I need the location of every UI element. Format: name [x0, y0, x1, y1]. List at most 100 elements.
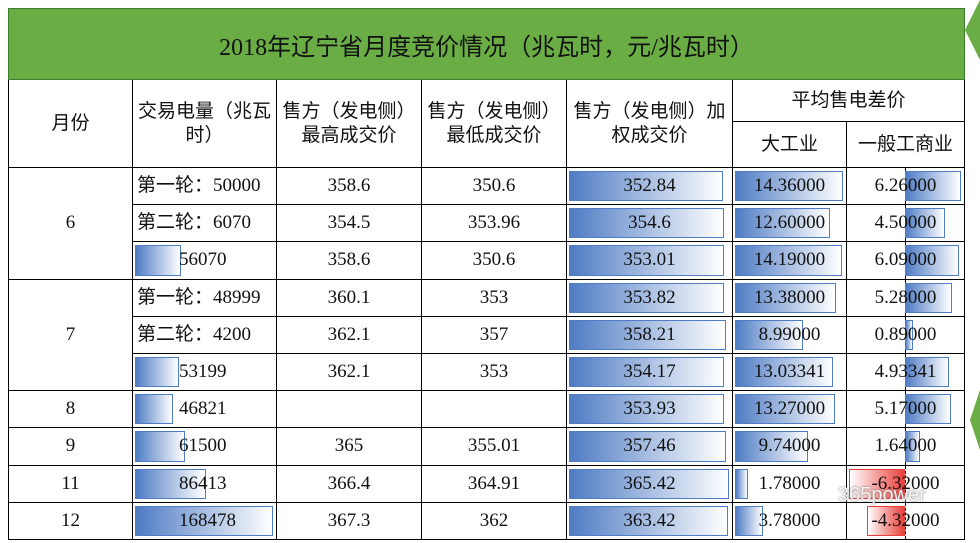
data-bar — [735, 357, 834, 388]
cell-text: 363.42 — [623, 509, 676, 531]
data-cell: 353.93 — [567, 391, 733, 429]
data-cell: 12.60000 — [733, 205, 847, 243]
data-bar — [905, 319, 914, 350]
data-cell: -6.32000 — [847, 465, 965, 503]
cell-text: 358.6 — [327, 249, 371, 271]
cell-text: 354.6 — [628, 212, 671, 234]
data-cell: 6.26000 — [847, 168, 965, 206]
cell-text: 9.74000 — [758, 435, 821, 457]
cell-text: 56070 — [179, 249, 227, 271]
cell-text: -6.32000 — [871, 472, 940, 494]
cell-text: 12.60000 — [753, 212, 826, 234]
data-cell: 6.09000 — [847, 242, 965, 280]
data-cell: 360.1 — [277, 279, 422, 317]
data-bar — [866, 505, 906, 536]
cell-text: 46821 — [179, 398, 227, 420]
cell-text: 360.1 — [327, 286, 371, 308]
data-cell: 354.6 — [567, 205, 733, 243]
cell-text: 第二轮：4200 — [137, 323, 252, 345]
cell-text: 354.17 — [623, 361, 676, 383]
data-bar — [569, 505, 729, 536]
data-cell: 362.1 — [277, 316, 422, 354]
cell-text: 53199 — [179, 361, 227, 383]
data-bar — [569, 171, 724, 202]
data-cell: 366.4 — [277, 465, 422, 503]
cell-text: 1.64000 — [874, 435, 937, 457]
data-cell: 14.36000 — [733, 168, 847, 206]
cell-text: 353.01 — [623, 249, 676, 271]
data-cell: -4.32000 — [847, 502, 965, 540]
data-cell: 350.6 — [422, 168, 567, 206]
data-cell: 第二轮：4200 — [133, 316, 277, 354]
cell-text: -4.32000 — [871, 509, 940, 531]
data-cell: 354.17 — [567, 354, 733, 392]
data-cell: 352.84 — [567, 168, 733, 206]
data-cell: 0.89000 — [847, 316, 965, 354]
data-bar — [905, 394, 952, 425]
cell-text: 364.91 — [467, 472, 521, 494]
cell-text: 168478 — [179, 509, 236, 531]
data-cell: 4.93341 — [847, 354, 965, 392]
data-bar — [735, 468, 749, 499]
data-cell: 13.03341 — [733, 354, 847, 392]
data-bar — [135, 468, 206, 499]
cell-text: 9 — [65, 435, 76, 457]
data-cell: 8.99000 — [733, 316, 847, 354]
cell-text: 4.50000 — [874, 212, 937, 234]
data-cell: 1.78000 — [733, 465, 847, 503]
cell-text: 第二轮：6070 — [137, 212, 252, 234]
data-cell: 53199 — [133, 354, 277, 392]
cell-text: 358.21 — [623, 323, 676, 345]
cell-text: 交易电量（兆瓦时） — [137, 100, 271, 146]
header-cell: 售方（发电侧）最高成交价 — [277, 80, 422, 168]
cell-text: 352.84 — [623, 175, 676, 197]
header-cell: 售方（发电侧）加权成交价 — [567, 80, 733, 168]
cell-text: 13.03341 — [753, 361, 826, 383]
data-cell: 353.01 — [567, 242, 733, 280]
data-bar — [905, 357, 950, 388]
data-cell: 367.3 — [277, 502, 422, 540]
data-bar — [735, 245, 842, 276]
watermark: 365power — [838, 484, 926, 506]
cell-text: 354.5 — [327, 212, 371, 234]
data-cell: 61500 — [133, 428, 277, 466]
data-cell: 9.74000 — [733, 428, 847, 466]
month-cell: 11 — [8, 465, 133, 503]
data-bar — [905, 431, 920, 462]
data-cell: 86413 — [133, 465, 277, 503]
data-cell: 13.38000 — [733, 279, 847, 317]
data-cell: 1.64000 — [847, 428, 965, 466]
cell-text: 353 — [479, 286, 509, 308]
data-bar — [735, 171, 843, 202]
cell-text: 3.78000 — [758, 509, 821, 531]
cell-text: 7 — [65, 323, 76, 345]
cell-text: 售方（发电侧）加权成交价 — [573, 100, 726, 146]
data-cell: 56070 — [133, 242, 277, 280]
cell-text: 售方（发电侧）最低成交价 — [427, 100, 561, 146]
data-bar — [135, 245, 181, 276]
data-bar — [569, 431, 726, 462]
data-bar — [135, 431, 186, 462]
data-bar — [569, 357, 725, 388]
cell-text: 353.93 — [623, 398, 676, 420]
slide-edge — [965, 0, 980, 450]
data-bar — [735, 431, 809, 462]
bar-axis — [905, 502, 907, 539]
cell-text: 362 — [479, 509, 509, 531]
data-bar — [905, 208, 946, 239]
header-group: 平均售电差价 — [733, 80, 965, 122]
cell-text: 第一轮：50000 — [137, 175, 261, 197]
data-bar — [135, 394, 174, 425]
cell-text: 86413 — [179, 472, 227, 494]
cell-text: 353 — [479, 361, 509, 383]
data-cell: 362 — [422, 502, 567, 540]
bar-axis — [905, 465, 907, 502]
data-cell: 13.27000 — [733, 391, 847, 429]
cell-text: 大工业 — [760, 133, 818, 155]
data-bar — [569, 208, 725, 239]
data-cell: 350.6 — [422, 242, 567, 280]
header-cell: 交易电量（兆瓦时） — [133, 80, 277, 168]
cell-text: 6 — [65, 212, 76, 234]
cell-text: 8.99000 — [758, 323, 821, 345]
cell-text: 6.09000 — [874, 249, 937, 271]
